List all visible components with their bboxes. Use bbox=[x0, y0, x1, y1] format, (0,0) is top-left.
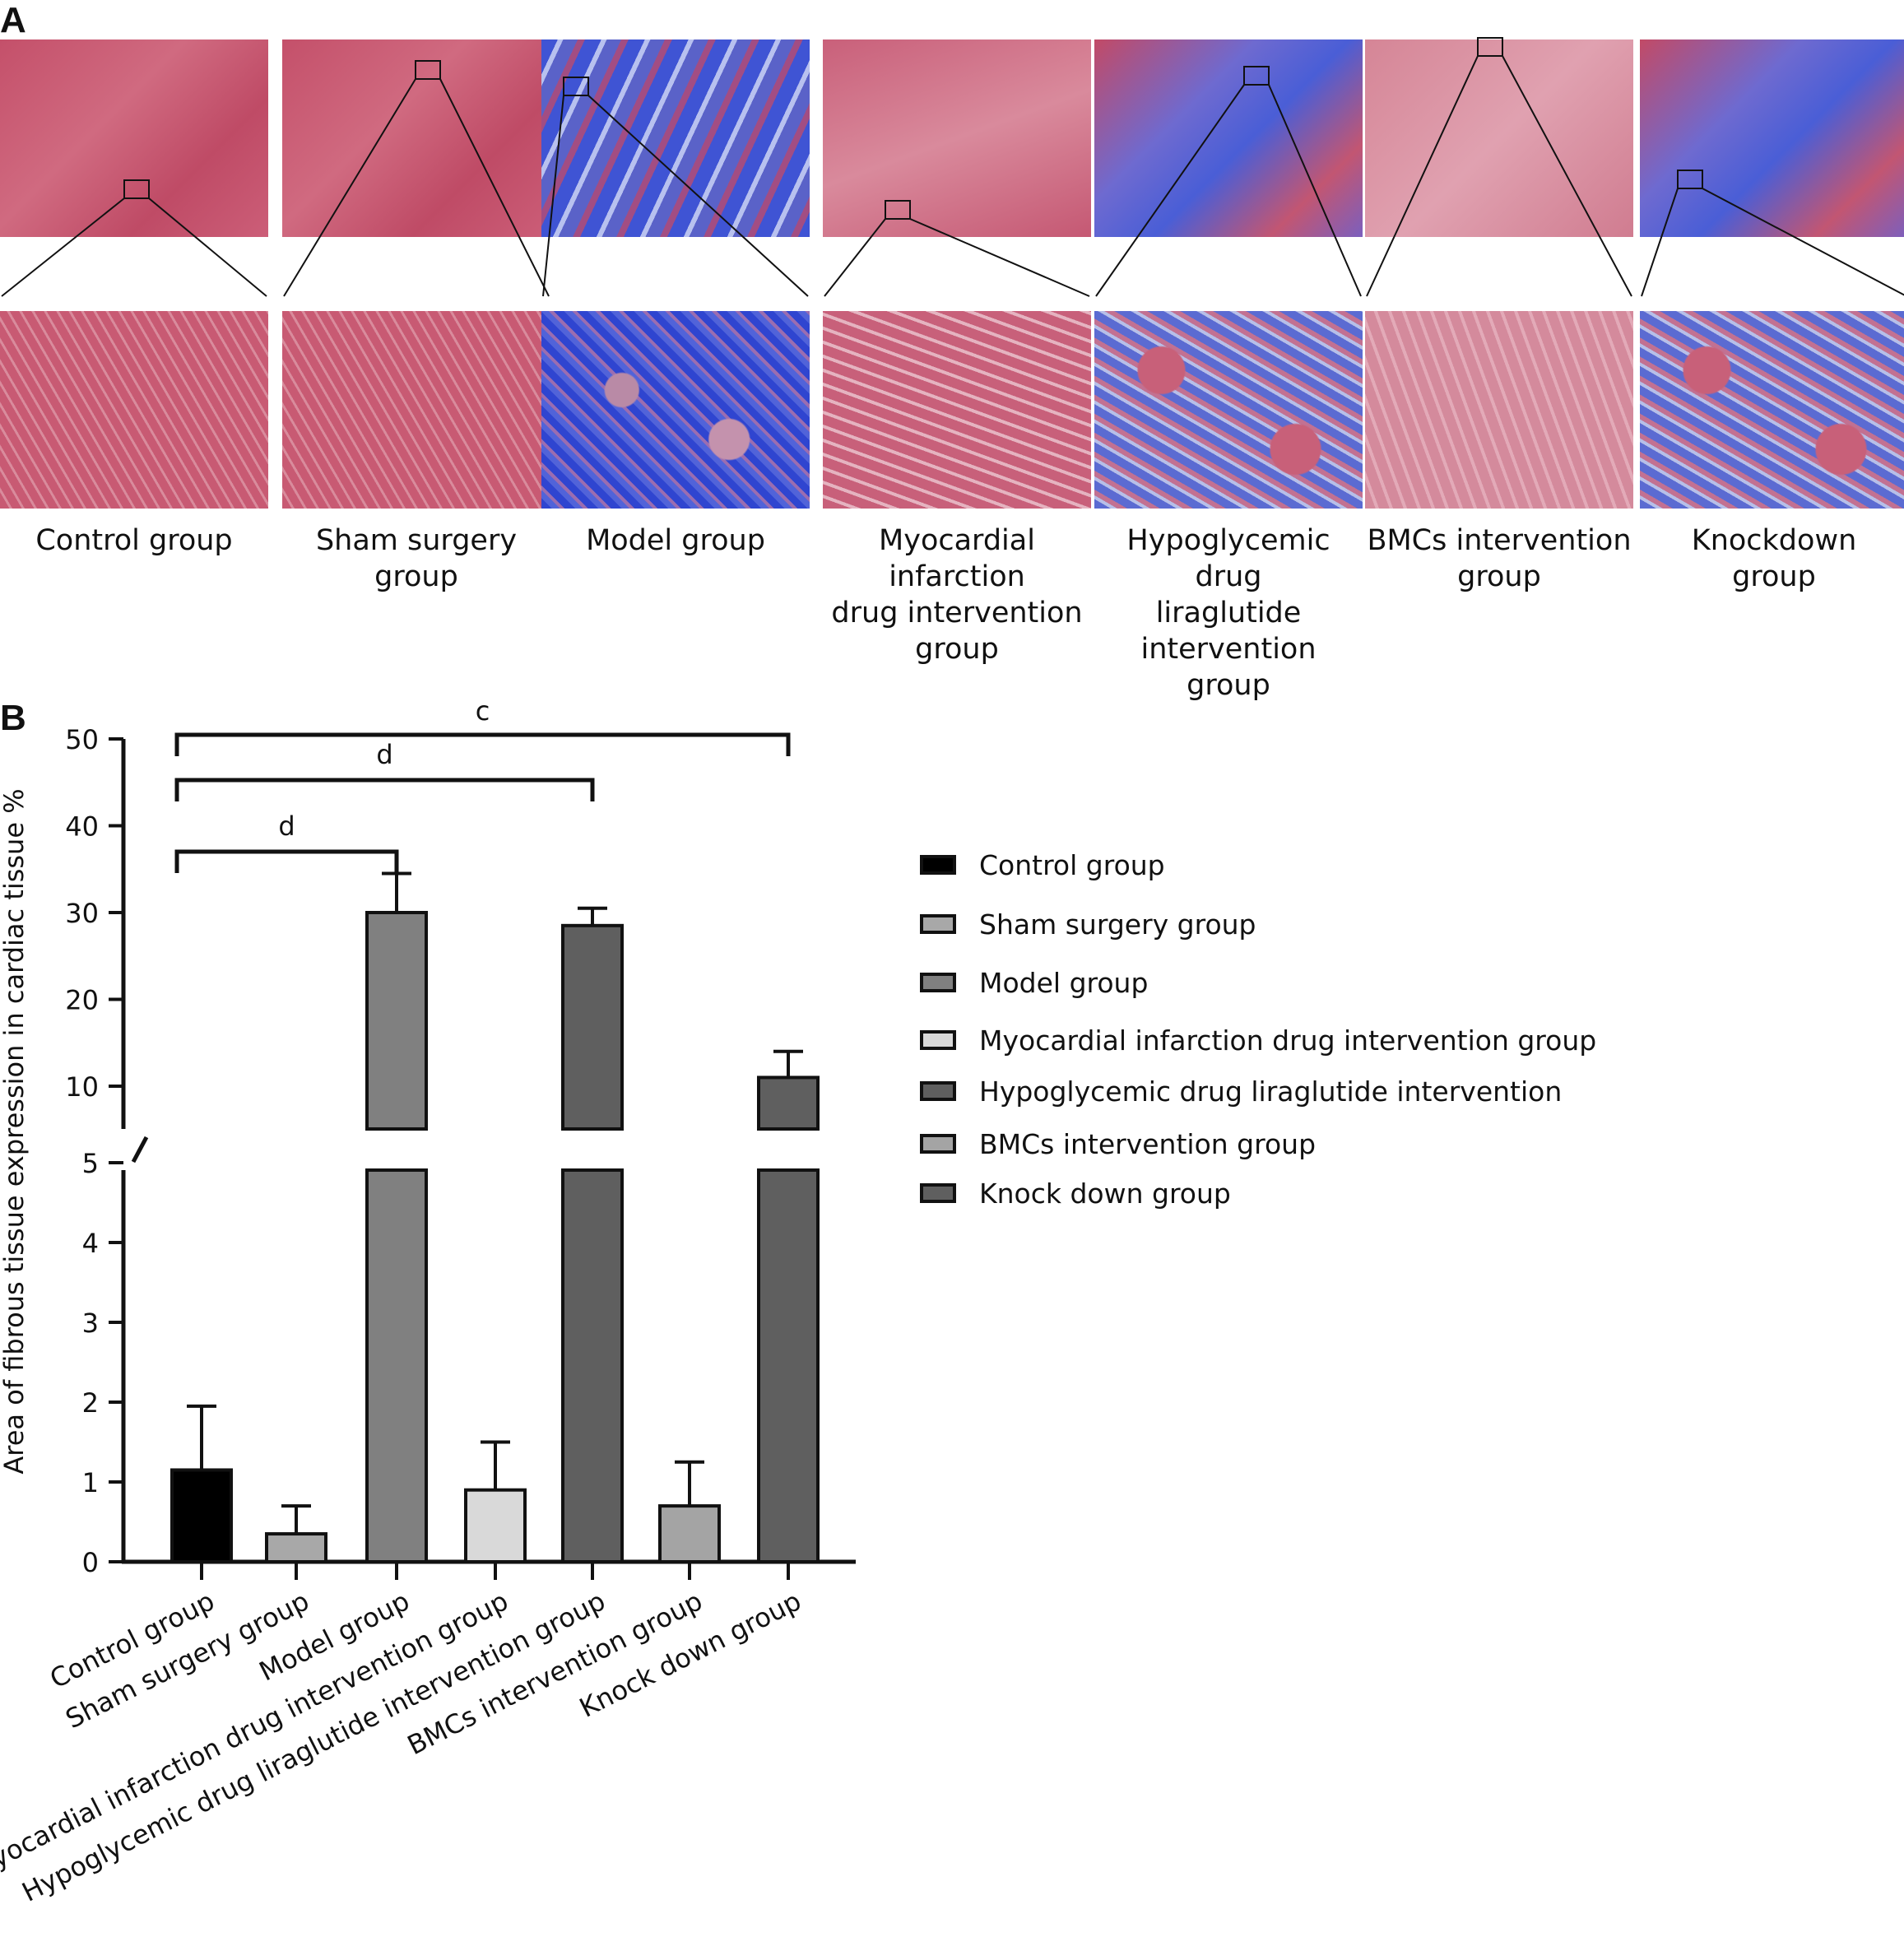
zoom-connector-line bbox=[283, 78, 416, 297]
zoom-region-box bbox=[885, 200, 911, 220]
y-tick-label: 40 bbox=[65, 811, 99, 843]
legend-label: BMCs intervention group bbox=[979, 1128, 1316, 1160]
zoom-connector-line bbox=[1095, 84, 1245, 297]
y-tick-label: 2 bbox=[82, 1387, 99, 1419]
legend-label: Model group bbox=[979, 967, 1148, 999]
significance-label: c bbox=[476, 695, 490, 727]
legend-label: Knock down group bbox=[979, 1178, 1231, 1210]
micrograph-high-magnification bbox=[541, 311, 810, 509]
legend-label: Control group bbox=[979, 849, 1165, 881]
group-caption: Hypoglycemic drug liraglutide interventi… bbox=[1126, 524, 1330, 702]
legend-label: Hypoglycemic drug liraglutide interventi… bbox=[979, 1075, 1562, 1108]
zoom-connector-line bbox=[1268, 84, 1362, 297]
group-caption: Knockdown group bbox=[1691, 524, 1857, 593]
micrograph-high-magnification bbox=[1365, 311, 1633, 509]
group-caption: Myocardial infarction drug intervention … bbox=[831, 524, 1083, 666]
zoom-region-box bbox=[415, 60, 441, 80]
zoom-region-box bbox=[123, 179, 150, 199]
y-tick-label: 3 bbox=[82, 1308, 99, 1339]
y-axis-label: Area of fibrous tissue expression in car… bbox=[0, 788, 30, 1474]
zoom-connector-line bbox=[1366, 55, 1479, 297]
bar bbox=[464, 1488, 527, 1563]
micrograph-low-magnification bbox=[0, 39, 268, 237]
zoom-connector-line bbox=[542, 95, 564, 297]
micrograph-low-magnification bbox=[1640, 39, 1904, 237]
legend-swatch bbox=[920, 1183, 956, 1203]
zoom-connector-line bbox=[1502, 55, 1632, 297]
y-tick-label: 30 bbox=[65, 898, 99, 929]
significance-label: d bbox=[376, 739, 392, 770]
zoom-connector-lines bbox=[1, 37, 1904, 297]
significance-bracket bbox=[174, 849, 399, 873]
zoom-connector-line bbox=[148, 197, 267, 297]
legend-swatch bbox=[920, 1030, 956, 1050]
legend-swatch bbox=[920, 855, 956, 875]
significance-label: d bbox=[278, 811, 295, 842]
significance-bracket bbox=[174, 732, 791, 756]
zoom-region-box bbox=[1677, 170, 1703, 189]
legend-swatch bbox=[920, 914, 956, 934]
bar bbox=[658, 1504, 721, 1563]
micrograph-low-magnification bbox=[541, 39, 810, 237]
micrograph-high-magnification bbox=[0, 311, 268, 509]
y-tick-label: 10 bbox=[65, 1071, 99, 1103]
bar bbox=[561, 1168, 624, 1563]
zoom-region-box bbox=[1477, 37, 1503, 57]
legend-swatch bbox=[920, 1081, 956, 1101]
zoom-region-box bbox=[1243, 66, 1270, 86]
zoom-region-box bbox=[563, 77, 589, 96]
legend-swatch bbox=[920, 1134, 956, 1154]
bar bbox=[561, 923, 624, 1131]
y-tick-label: 0 bbox=[82, 1547, 99, 1578]
group-caption: Model group bbox=[586, 524, 765, 557]
group-caption: Control group bbox=[35, 524, 233, 557]
legend-label: Sham surgery group bbox=[979, 908, 1256, 941]
micrograph-high-magnification bbox=[282, 311, 550, 509]
group-caption: BMCs intervention group bbox=[1367, 524, 1632, 593]
micrograph-high-magnification bbox=[1094, 311, 1363, 509]
zoom-connector-line bbox=[909, 218, 1090, 297]
y-tick-label: 4 bbox=[82, 1228, 99, 1259]
panel-a-letter: A bbox=[0, 0, 26, 40]
zoom-connector-line bbox=[1, 197, 125, 297]
bar bbox=[757, 1075, 820, 1131]
y-tick-label: 1 bbox=[82, 1467, 99, 1498]
zoom-connector-line bbox=[439, 78, 550, 297]
bar bbox=[265, 1532, 327, 1564]
bar bbox=[170, 1468, 233, 1563]
zoom-connector-line bbox=[1702, 188, 1904, 296]
zoom-connector-line bbox=[587, 95, 809, 297]
y-tick-label: 20 bbox=[65, 985, 99, 1016]
legend-label: Myocardial infarction drug intervention … bbox=[979, 1024, 1596, 1057]
micrograph-low-magnification bbox=[823, 39, 1091, 237]
bar bbox=[757, 1168, 820, 1563]
y-tick-label: 50 bbox=[65, 724, 99, 755]
axis-break-mark bbox=[131, 1136, 149, 1164]
micrograph-high-magnification bbox=[1640, 311, 1904, 509]
group-caption: Sham surgery group bbox=[315, 524, 518, 593]
significance-bracket bbox=[174, 778, 595, 801]
bar bbox=[365, 911, 428, 1131]
zoom-connector-line bbox=[1641, 188, 1679, 297]
panel-b-letter: B bbox=[0, 698, 26, 738]
micrograph-high-magnification bbox=[823, 311, 1091, 509]
zoom-connector-line bbox=[824, 218, 886, 297]
micrograph-low-magnification bbox=[1094, 39, 1363, 237]
y-tick-label: 5 bbox=[82, 1148, 99, 1179]
bar bbox=[365, 1168, 428, 1563]
legend-swatch bbox=[920, 973, 956, 992]
